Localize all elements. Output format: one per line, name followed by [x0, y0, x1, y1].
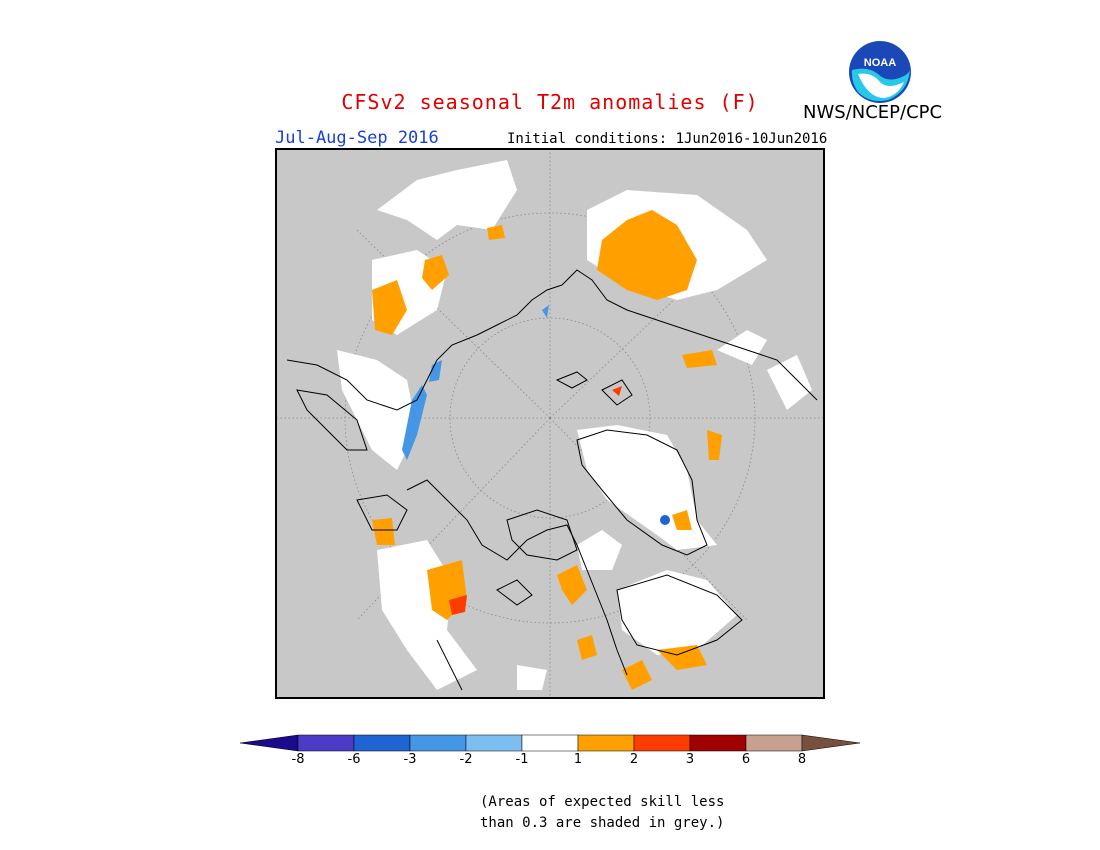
- color-bar-box-m1-1: [521, 734, 579, 752]
- color-bar-box-m6-m3: [353, 734, 411, 752]
- color-bar-box-m2-m1: [465, 734, 523, 752]
- color-bar-tick-label: -8: [291, 752, 305, 767]
- strong-warm-anomaly-areas: [449, 386, 622, 615]
- color-bar-box-1-2: [577, 734, 635, 752]
- color-bar-arrow-low: [240, 734, 299, 752]
- initial-conditions-label: Initial conditions: 1Jun2016-10Jun2016: [507, 131, 828, 147]
- color-bar-tick-label: -2: [459, 752, 473, 767]
- color-bar-tick-label: -3: [403, 752, 417, 767]
- color-bar-tick-label: -1: [515, 752, 529, 767]
- skill-note-line-1: (Areas of expected skill less: [480, 794, 725, 810]
- noaa-logo: NOAA: [848, 40, 912, 104]
- color-bar-tick-label: -6: [347, 752, 361, 767]
- warm-anomaly-areas: [372, 210, 722, 690]
- color-bar-box-m8-m6: [297, 734, 355, 752]
- color-bar: [240, 734, 860, 752]
- color-bar-box-2-3: [633, 734, 691, 752]
- agency-label: NWS/NCEP/CPC: [803, 102, 943, 123]
- color-bar-box-m3-m2: [409, 734, 467, 752]
- skill-note-line-2: than 0.3 are shaded in grey.): [480, 815, 725, 831]
- map-panel: [275, 148, 825, 699]
- skill-note: (Areas of expected skill less than 0.3 a…: [480, 792, 724, 834]
- color-bar-box-3-6: [689, 734, 747, 752]
- color-bar-tick-label: 3: [685, 752, 695, 767]
- color-bar-tick-label: 2: [629, 752, 639, 767]
- noaa-logo-text: NOAA: [864, 57, 896, 69]
- color-bar-box-6-8: [745, 734, 803, 752]
- season-label: Jul-Aug-Sep 2016: [275, 128, 439, 148]
- chart-title: CFSv2 seasonal T2m anomalies (F): [341, 90, 759, 114]
- color-bar-tick-label: 1: [573, 752, 583, 767]
- coastlines: [286, 269, 818, 691]
- color-bar-arrow-high: [801, 734, 860, 752]
- cold-anomaly-areas: [402, 305, 670, 525]
- color-bar-tick-label: 6: [741, 752, 751, 767]
- color-bar-tick-label: 8: [797, 752, 807, 767]
